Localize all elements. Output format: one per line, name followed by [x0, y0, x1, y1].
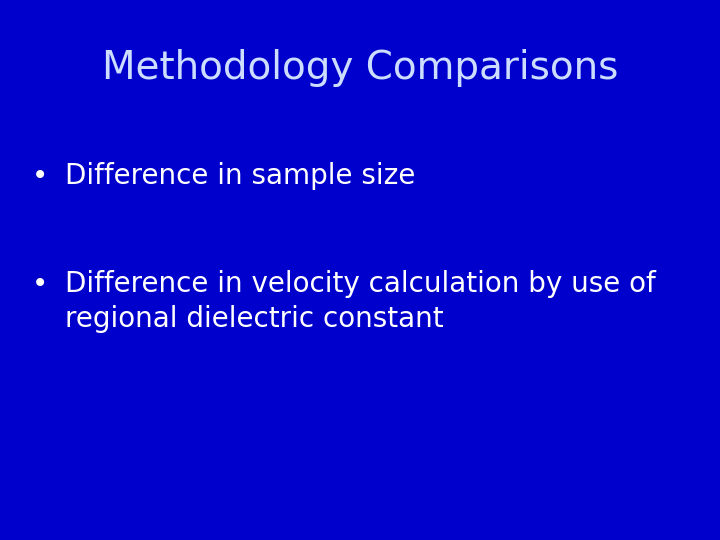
- Text: Methodology Comparisons: Methodology Comparisons: [102, 49, 618, 86]
- Text: Difference in sample size: Difference in sample size: [65, 162, 415, 190]
- Text: •: •: [32, 162, 48, 190]
- Text: •: •: [32, 270, 48, 298]
- Text: Difference in velocity calculation by use of
regional dielectric constant: Difference in velocity calculation by us…: [65, 270, 655, 333]
